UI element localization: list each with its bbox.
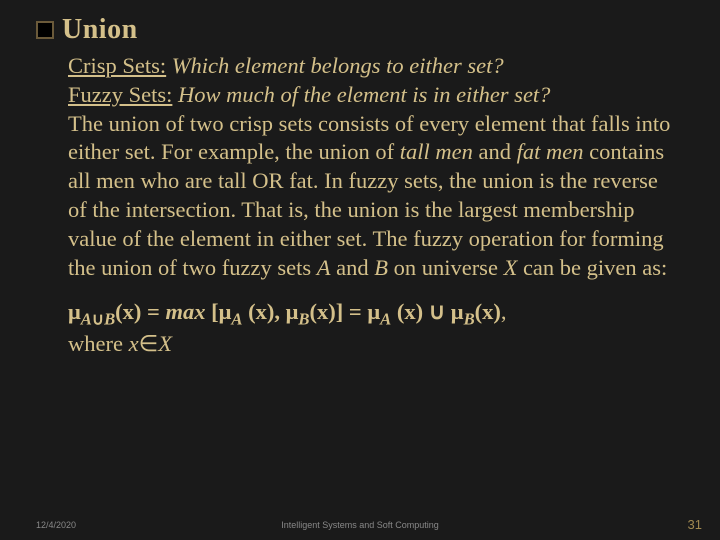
- X-set: X: [158, 331, 172, 356]
- cup-sub-1: ∪: [92, 310, 104, 329]
- ofx-1: (x): [115, 299, 141, 324]
- universe-X: X: [504, 255, 518, 280]
- set-B: B: [374, 255, 388, 280]
- para-seg-2: and: [473, 139, 517, 164]
- max-word: max: [166, 299, 206, 324]
- eq-2: =: [343, 299, 367, 324]
- mu-2: μ: [219, 299, 232, 324]
- comma: ,: [274, 299, 285, 324]
- footer-date: 12/4/2020: [36, 520, 76, 530]
- crisp-label: Crisp Sets:: [68, 53, 166, 78]
- mu-4: μ: [367, 299, 380, 324]
- para-seg-5: on universe: [388, 255, 504, 280]
- para-seg-6: can be given as:: [517, 255, 667, 280]
- mu-5: μ: [451, 299, 464, 324]
- sub-B-3: B: [464, 310, 475, 329]
- heading-row: Union: [36, 14, 684, 46]
- footer: 12/4/2020 Intelligent Systems and Soft C…: [0, 517, 720, 532]
- crisp-line: Crisp Sets: Which element belongs to eit…: [68, 52, 678, 81]
- element-of: ∈: [139, 331, 159, 356]
- heading-title: Union: [62, 14, 138, 46]
- rbracket: (x)]: [310, 299, 344, 324]
- where-word: where: [68, 331, 129, 356]
- fuzzy-question: How much of the element is in either set…: [172, 82, 550, 107]
- fuzzy-line: Fuzzy Sets: How much of the element is i…: [68, 81, 678, 110]
- tall-men: tall men: [400, 139, 473, 164]
- sub-A-2: A: [231, 310, 242, 329]
- formula: μA∪B(x) = max [μA (x), μB(x)] = μA (x) ∪…: [68, 298, 678, 359]
- set-A: A: [317, 255, 331, 280]
- ofx-4: (x): [475, 299, 501, 324]
- mu-1: μ: [68, 299, 81, 324]
- sub-B-2: B: [298, 310, 309, 329]
- para-seg-4: and: [330, 255, 374, 280]
- ofx-2: (x): [248, 299, 274, 324]
- mu-3: μ: [286, 299, 299, 324]
- fuzzy-label: Fuzzy Sets:: [68, 82, 172, 107]
- ofx-3: (x): [397, 299, 423, 324]
- x-var: x: [129, 331, 139, 356]
- body-text: Crisp Sets: Which element belongs to eit…: [36, 52, 684, 359]
- sub-B-1: B: [104, 310, 115, 329]
- fat-men: fat men: [517, 139, 584, 164]
- sub-A-3: A: [380, 310, 391, 329]
- bullet-square-icon: [36, 21, 54, 39]
- lbracket: [: [206, 299, 219, 324]
- formula-trailing-comma: ,: [501, 299, 507, 324]
- cup-big: ∪: [429, 299, 445, 324]
- sub-A-1: A: [81, 310, 92, 329]
- paragraph: The union of two crisp sets consists of …: [68, 110, 678, 283]
- crisp-question: Which element belongs to either set?: [166, 53, 503, 78]
- eq-1: =: [141, 299, 165, 324]
- slide: Union Crisp Sets: Which element belongs …: [0, 0, 720, 540]
- footer-center: Intelligent Systems and Soft Computing: [281, 520, 439, 530]
- page-number: 31: [688, 517, 702, 532]
